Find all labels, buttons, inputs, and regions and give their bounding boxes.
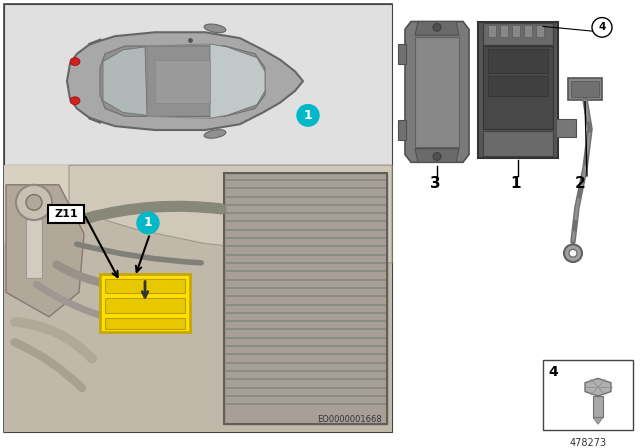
Bar (224, 173, 387, 424)
Polygon shape (405, 22, 469, 162)
Bar (4, 165, 392, 432)
Bar (536, 26, 544, 37)
Bar (593, 396, 603, 418)
Polygon shape (415, 22, 459, 35)
Circle shape (433, 152, 441, 160)
Bar (100, 274, 190, 332)
Polygon shape (6, 185, 84, 317)
Polygon shape (585, 379, 611, 396)
Bar (488, 26, 496, 37)
Bar (105, 298, 185, 313)
FancyArrowPatch shape (20, 363, 62, 418)
Bar (543, 360, 633, 430)
Polygon shape (415, 149, 459, 162)
Bar (26, 219, 42, 278)
Polygon shape (4, 165, 392, 243)
Text: 478273: 478273 (570, 438, 607, 448)
Bar (488, 49, 548, 73)
Circle shape (433, 23, 441, 31)
Polygon shape (103, 47, 147, 116)
Polygon shape (67, 32, 303, 130)
Ellipse shape (70, 97, 80, 105)
Circle shape (569, 249, 577, 257)
Ellipse shape (204, 24, 226, 33)
Bar (4, 4, 392, 432)
Polygon shape (593, 418, 603, 424)
Polygon shape (100, 46, 265, 116)
Text: EO0000001668: EO0000001668 (317, 415, 382, 424)
Bar (4, 4, 392, 165)
Bar (500, 26, 508, 37)
Bar (415, 37, 459, 146)
Ellipse shape (204, 129, 226, 138)
Bar (105, 318, 185, 329)
Text: 4: 4 (598, 22, 605, 32)
Bar (4, 165, 392, 432)
Bar (48, 205, 84, 223)
Text: 1: 1 (143, 216, 152, 229)
Text: Z11: Z11 (54, 209, 78, 219)
Bar (155, 60, 210, 103)
Bar (483, 46, 553, 129)
Bar (483, 23, 553, 45)
Bar (556, 119, 576, 137)
FancyArrowPatch shape (56, 264, 161, 286)
Bar (512, 26, 520, 37)
Polygon shape (210, 44, 265, 118)
Circle shape (137, 212, 159, 234)
Bar (398, 120, 406, 140)
Polygon shape (69, 165, 392, 263)
Polygon shape (224, 173, 387, 424)
Text: 3: 3 (429, 177, 440, 191)
Bar (568, 78, 602, 100)
FancyArrowPatch shape (36, 284, 122, 321)
Bar (488, 76, 548, 96)
Text: 1: 1 (511, 177, 521, 191)
FancyArrowPatch shape (77, 244, 201, 263)
Bar (105, 279, 185, 293)
Circle shape (592, 17, 612, 37)
Circle shape (26, 194, 42, 210)
Ellipse shape (70, 58, 80, 65)
Bar (483, 131, 553, 156)
Bar (524, 26, 532, 37)
FancyArrowPatch shape (86, 206, 221, 218)
FancyArrowPatch shape (15, 342, 82, 388)
Circle shape (297, 105, 319, 126)
FancyArrowPatch shape (15, 322, 92, 359)
Text: 2: 2 (575, 177, 586, 191)
Text: 1: 1 (303, 109, 312, 122)
Circle shape (564, 245, 582, 262)
Bar (478, 22, 558, 159)
Circle shape (16, 185, 52, 220)
Text: 4: 4 (548, 365, 558, 379)
Bar (571, 81, 599, 97)
Bar (398, 44, 406, 64)
